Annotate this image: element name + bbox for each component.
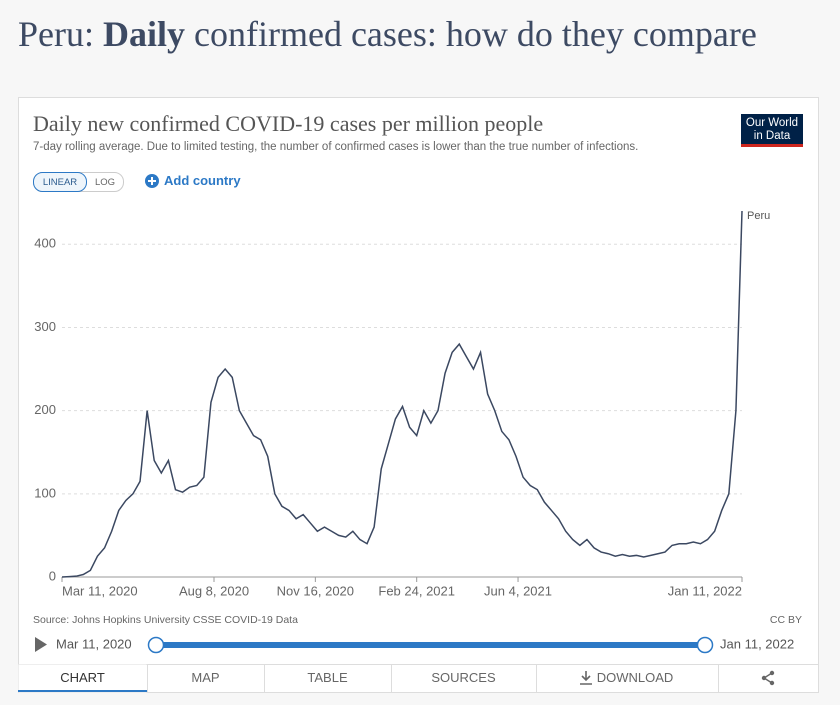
tab-label[interactable]: SOURCES [431, 670, 496, 685]
x-tick-label: Feb 24, 2021 [378, 583, 455, 598]
chart-subtitle: 7-day rolling average. Due to limited te… [33, 141, 638, 153]
share-dot [769, 680, 775, 686]
source: Source: Johns Hopkins University CSSE CO… [33, 614, 298, 626]
add-country[interactable]: Add country [164, 173, 241, 188]
tab-label[interactable]: MAP [191, 670, 219, 685]
series-line [61, 210, 743, 578]
linear-button[interactable] [33, 172, 87, 192]
y-tick-label: 100 [34, 485, 56, 500]
y-tick-label: 200 [34, 402, 56, 417]
download-icon[interactable] [580, 671, 592, 685]
share-dot [769, 670, 775, 676]
timeline-end: Jan 11, 2022 [720, 636, 794, 651]
chart-title: Daily new confirmed COVID-19 cases per m… [33, 111, 543, 136]
tabs: CHART MAP TABLE SOURCES DOWNLOAD [18, 664, 818, 693]
logo-text: Our World [746, 117, 798, 129]
add-plus [148, 177, 156, 185]
series-label: Peru [747, 210, 770, 222]
y-tick-label: 0 [49, 568, 56, 583]
x-tick-label: Jan 11, 2022 [668, 583, 742, 598]
card [18, 97, 819, 693]
tab-label[interactable]: TABLE [307, 670, 348, 685]
timeline-handle[interactable] [696, 636, 714, 654]
page-heading: Peru: Daily confirmed cases: how do they… [18, 14, 757, 54]
tab-label[interactable]: CHART [60, 670, 105, 685]
heading-part: confirmed cases: how do they compare [185, 14, 757, 54]
x-tick-label: Aug 8, 2020 [179, 583, 249, 598]
play-button[interactable] [35, 637, 47, 652]
y-tick-label: 400 [34, 236, 56, 251]
tab-label[interactable]: DOWNLOAD [597, 670, 674, 685]
logo-bar [741, 144, 803, 147]
x-tick-label: Nov 16, 2020 [277, 583, 354, 598]
log-label[interactable]: LOG [95, 177, 115, 188]
share-dot [761, 675, 767, 681]
timeline-handle[interactable] [147, 636, 165, 654]
logo [741, 114, 803, 144]
x-tick-label: Jun 4, 2021 [484, 583, 552, 598]
linear-label[interactable]: LINEAR [43, 177, 77, 188]
timeline-start: Mar 11, 2020 [56, 636, 132, 651]
timeline-bar[interactable] [156, 642, 705, 648]
heading-part: Peru: [18, 14, 103, 54]
y-tick-label: 300 [34, 319, 56, 334]
plot: 0 100 200 300 400 Mar 11, 2020 Aug 8, 2020 Nov … [34, 210, 770, 599]
active-tab [18, 664, 147, 693]
license: CC BY [770, 614, 802, 626]
heading-part: Daily [103, 14, 185, 54]
logo-text: in Data [754, 130, 791, 142]
x-tick-label: Mar 11, 2020 [62, 583, 138, 598]
